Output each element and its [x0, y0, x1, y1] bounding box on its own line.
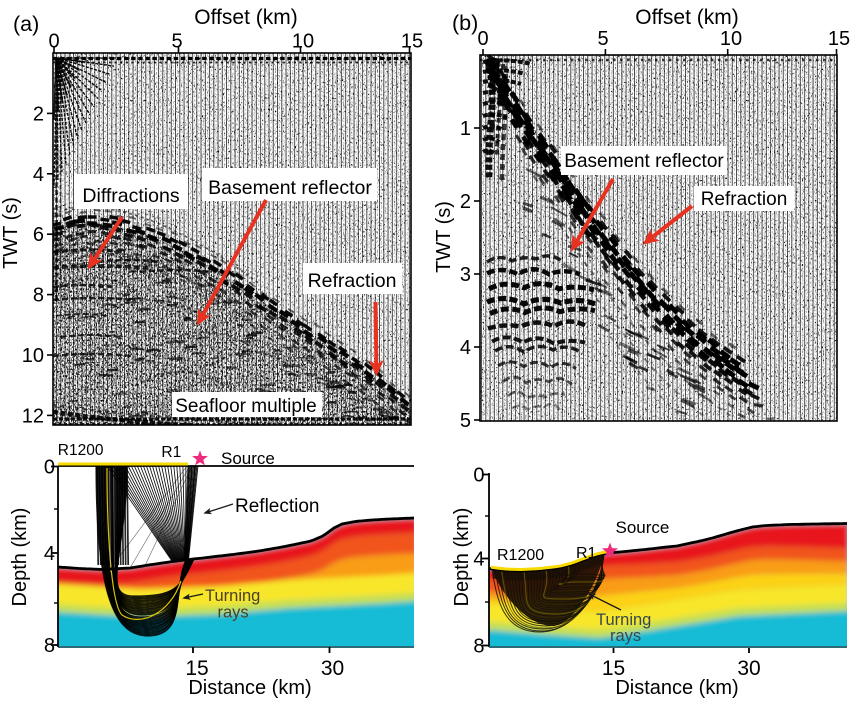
svg-text:Source: Source: [616, 518, 670, 537]
svg-text:5: 5: [171, 31, 182, 53]
svg-text:12: 12: [22, 405, 44, 427]
svg-text:5: 5: [460, 410, 471, 432]
svg-text:8: 8: [44, 635, 55, 657]
svg-text:Depth (km): Depth (km): [9, 508, 31, 607]
svg-text:Basement reflector: Basement reflector: [208, 177, 372, 199]
svg-text:Source: Source: [221, 449, 275, 468]
svg-text:Refraction: Refraction: [308, 270, 397, 292]
svg-text:15: 15: [602, 657, 625, 680]
svg-text:10: 10: [292, 31, 314, 53]
svg-text:8: 8: [33, 285, 44, 307]
svg-text:Seafloor multiple: Seafloor multiple: [175, 396, 317, 417]
svg-text:R1: R1: [576, 545, 597, 562]
svg-text:TWT (s): TWT (s): [0, 197, 22, 269]
svg-text:15: 15: [185, 657, 208, 680]
svg-text:1: 1: [460, 118, 471, 140]
svg-text:Refraction: Refraction: [701, 189, 788, 210]
svg-text:5: 5: [597, 28, 608, 50]
svg-text:30: 30: [321, 657, 344, 680]
svg-text:TWT (s): TWT (s): [433, 201, 455, 273]
svg-text:Distance (km): Distance (km): [188, 677, 311, 699]
svg-text:4: 4: [33, 164, 44, 186]
svg-text:10: 10: [22, 345, 44, 367]
svg-text:2: 2: [33, 103, 44, 125]
svg-text:4: 4: [44, 543, 55, 565]
svg-text:10: 10: [720, 28, 742, 50]
svg-text:R1200: R1200: [58, 442, 104, 459]
svg-text:8: 8: [473, 636, 484, 658]
svg-text:Reflection: Reflection: [235, 496, 320, 517]
svg-text:6: 6: [33, 224, 44, 246]
svg-text:R1200: R1200: [497, 547, 544, 564]
svg-text:2: 2: [460, 191, 471, 213]
svg-text:(b): (b): [452, 11, 478, 35]
svg-text:rays: rays: [218, 604, 249, 622]
svg-text:0: 0: [44, 457, 55, 479]
svg-text:Offset (km): Offset (km): [194, 6, 297, 29]
svg-text:Offset (km): Offset (km): [635, 6, 738, 29]
svg-text:0: 0: [477, 28, 488, 50]
svg-text:4: 4: [473, 549, 484, 571]
svg-text:0: 0: [48, 31, 59, 53]
svg-text:15: 15: [828, 28, 850, 50]
svg-text:4: 4: [460, 337, 471, 359]
svg-text:30: 30: [737, 657, 760, 680]
svg-text:15: 15: [401, 31, 423, 53]
svg-text:rays: rays: [610, 627, 641, 645]
svg-text:3: 3: [460, 264, 471, 286]
svg-text:R1: R1: [161, 444, 181, 461]
svg-text:0: 0: [473, 465, 484, 487]
svg-text:Diffractions: Diffractions: [82, 185, 179, 207]
svg-text:Distance (km): Distance (km): [615, 677, 738, 699]
svg-text:Turning: Turning: [205, 587, 260, 605]
svg-text:Basement reflector: Basement reflector: [564, 151, 724, 172]
svg-text:Turning: Turning: [596, 611, 651, 629]
svg-text:Depth (km): Depth (km): [451, 508, 473, 607]
svg-text:(a): (a): [13, 12, 39, 36]
